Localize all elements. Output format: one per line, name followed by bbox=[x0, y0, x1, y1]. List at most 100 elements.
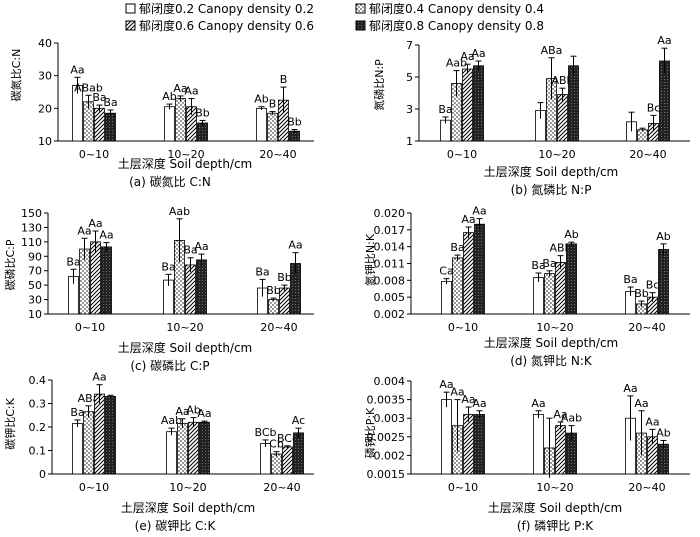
y-tick-label: 0.003 bbox=[374, 412, 406, 425]
significance-label: Aa bbox=[461, 393, 475, 406]
y-tick-label: 0.004 bbox=[374, 375, 406, 388]
significance-label: Aa bbox=[531, 397, 545, 410]
panel-caption: (b) 氮磷比 N:P bbox=[511, 182, 592, 197]
y-tick-label: 50 bbox=[28, 279, 42, 292]
y-tick-label: 0.3 bbox=[29, 398, 47, 411]
y-tick-label: 0.2 bbox=[29, 421, 47, 434]
bar-dark bbox=[105, 396, 116, 475]
y-tick-label: 0.002 bbox=[374, 308, 406, 321]
bar-dark bbox=[566, 243, 577, 315]
x-tick-label: 0~10 bbox=[448, 321, 478, 334]
significance-label: Aa bbox=[194, 240, 208, 253]
x-tick-label: 20~40 bbox=[259, 148, 296, 161]
bar-hatch bbox=[555, 261, 566, 315]
significance-label: Aa bbox=[70, 63, 84, 76]
bar-dark bbox=[568, 65, 579, 142]
significance-label: ABb bbox=[549, 242, 571, 255]
y-tick-label: 20 bbox=[38, 102, 52, 115]
y-tick-label: 0.008 bbox=[374, 274, 406, 287]
legend-item-canopy-0.4: 郁闭度0.4 Canopy density 0.4 bbox=[355, 1, 544, 16]
bar-dark bbox=[293, 432, 304, 475]
significance-label: Aa bbox=[472, 397, 486, 410]
bar-dots bbox=[271, 453, 282, 475]
significance-label: Bb bbox=[287, 116, 302, 129]
bar-hatch bbox=[185, 264, 196, 315]
y-tick-label: 0.014 bbox=[374, 241, 406, 254]
significance-label: Ab bbox=[162, 90, 177, 103]
bar-hatch bbox=[94, 393, 105, 475]
significance-label: Aa bbox=[175, 405, 189, 418]
significance-label: Aa bbox=[645, 415, 659, 428]
y-axis-label: 氮钾比N:K bbox=[363, 233, 377, 286]
bar-dark bbox=[197, 122, 208, 142]
bar-hatch bbox=[282, 446, 293, 475]
y-tick-label: 70 bbox=[28, 265, 42, 278]
y-axis: 0.002 0.005 0.008 0.011 0.014 0.017 0.020 0~10 1… bbox=[374, 207, 690, 334]
significance-label: Aa bbox=[460, 50, 474, 63]
significance-label: Aa bbox=[553, 408, 567, 421]
significance-label: Ba bbox=[438, 103, 452, 116]
x-axis-label: 土层深度 Soil depth/cm bbox=[121, 500, 256, 515]
bar-dark bbox=[474, 223, 485, 315]
significance-label: Ba bbox=[92, 91, 106, 104]
panel-caption: (c) 碳磷比 C:P bbox=[130, 358, 209, 373]
bar-hatch bbox=[462, 68, 473, 142]
x-tick-label: 10~20 bbox=[166, 321, 203, 334]
significance-label: Bb bbox=[195, 106, 210, 119]
y-tick-label: 0.1 bbox=[29, 445, 47, 458]
significance-label: Aa bbox=[88, 217, 102, 230]
significance-label: Aa bbox=[99, 229, 113, 242]
y-tick-label: 0.017 bbox=[374, 224, 406, 237]
x-tick-label: 0~10 bbox=[79, 481, 109, 494]
x-axis-label: 土层深度 Soil depth/cm bbox=[484, 164, 619, 179]
significance-label: Ca bbox=[439, 265, 453, 278]
y-axis-label: 磷钾比P:K bbox=[363, 407, 377, 458]
x-tick-label: 10~20 bbox=[536, 481, 573, 494]
significance-label: ABb bbox=[551, 74, 573, 87]
significance-label: Bb bbox=[277, 271, 292, 284]
significance-label: ABa bbox=[78, 392, 100, 405]
significance-label: Ba bbox=[183, 244, 197, 257]
x-tick-label: 20~40 bbox=[628, 321, 665, 334]
bar-hatch bbox=[557, 94, 568, 142]
significance-label: Aa bbox=[634, 397, 648, 410]
legend-label: 郁闭度0.4 Canopy density 0.4 bbox=[369, 1, 544, 16]
bar-dark bbox=[658, 249, 669, 315]
y-tick-label: 110 bbox=[21, 236, 42, 249]
significance-label: Aa bbox=[657, 34, 671, 47]
significance-label: Aa bbox=[77, 224, 91, 237]
significance-label: Aa bbox=[197, 407, 211, 420]
bar-dots bbox=[83, 411, 94, 475]
bar-dots bbox=[544, 273, 555, 315]
bar-hatch bbox=[94, 107, 105, 142]
significance-label: Ab bbox=[186, 404, 201, 417]
y-axis-label: 碳氮比C:N bbox=[9, 49, 23, 102]
panel-caption: (f) 磷钾比 P:K bbox=[517, 518, 594, 533]
bar-dark bbox=[474, 414, 485, 475]
significance-label: Aa bbox=[472, 205, 486, 218]
bar-dots bbox=[452, 257, 463, 315]
significance-label: Cb bbox=[269, 438, 284, 451]
panel-f: 0.0015 0.002 0.0025 0.003 0.0035 0.004 0~10 10~… bbox=[363, 375, 690, 533]
significance-label: Aa bbox=[471, 47, 485, 60]
significance-label: Ba bbox=[450, 241, 464, 254]
bar-dots bbox=[268, 299, 279, 315]
y-tick-label: 5 bbox=[406, 71, 413, 84]
significance-label: Aa bbox=[288, 239, 302, 252]
significance-label: Ab bbox=[254, 93, 269, 106]
x-tick-label: 0~10 bbox=[447, 148, 477, 161]
significance-label: Ab bbox=[656, 427, 671, 440]
x-tick-label: 20~40 bbox=[628, 481, 665, 494]
y-tick-label: 10 bbox=[38, 135, 52, 148]
significance-label: B bbox=[269, 98, 277, 111]
significance-label: Aab bbox=[169, 205, 190, 218]
significance-label: Ab bbox=[564, 228, 579, 241]
significance-label: Ab bbox=[656, 230, 671, 243]
bar-dots bbox=[267, 112, 278, 142]
bar-hatch bbox=[463, 414, 474, 475]
